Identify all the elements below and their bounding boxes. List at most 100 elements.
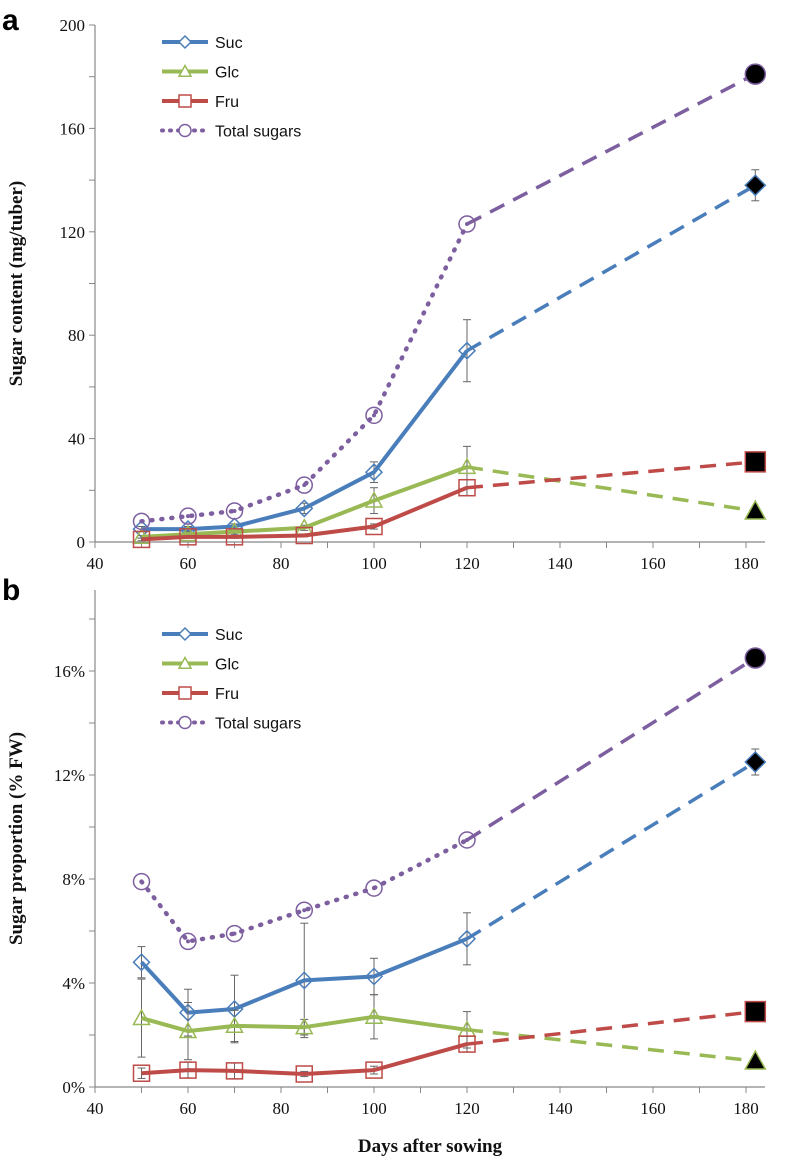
suc-final-point [744, 750, 767, 774]
x-tick-label: 60 [180, 1099, 197, 1118]
y-axis-title: Sugar proportion (% FW) [6, 732, 27, 945]
suc-projection-line [466, 760, 757, 941]
glc-final-point [744, 499, 767, 520]
glc-projection-line [466, 465, 756, 513]
suc-point [132, 953, 151, 972]
legend-label: Total sugars [215, 716, 301, 733]
glc-point [364, 1007, 384, 1024]
total-sugars-projection-line [466, 656, 757, 842]
suc-final-point [744, 174, 767, 197]
glc-point [364, 491, 384, 508]
x-tick-label: 120 [454, 554, 480, 573]
fru-line [141, 1042, 468, 1076]
fru-point [225, 1062, 244, 1080]
y-tick-label: 160 [60, 119, 86, 138]
glc-point [457, 457, 477, 475]
fru-point [179, 528, 197, 546]
total-sugars-legend-marker [178, 123, 192, 138]
glc-legend-marker [177, 655, 193, 670]
y-tick-label: 80 [68, 326, 85, 345]
y-tick-label: 0% [62, 1078, 85, 1097]
total-sugars-point-dot [302, 483, 307, 488]
fru-final-point [744, 451, 767, 473]
y-tick-label: 0 [77, 533, 86, 552]
suc-line [140, 936, 468, 1015]
x-tick-label: 80 [273, 1099, 290, 1118]
glc-point [132, 527, 151, 544]
total-sugars-point-dot [139, 879, 144, 884]
total-sugars-point-dot [372, 886, 376, 891]
total-sugars-final-point [744, 63, 767, 85]
legend-label: Fru [215, 94, 239, 111]
glc-point [225, 1016, 244, 1034]
total-sugars-point-dot [465, 838, 469, 842]
x-tick-label: 180 [733, 554, 759, 573]
suc-point [295, 971, 314, 990]
y-tick-label: 40 [68, 430, 85, 449]
y-tick-label: 120 [60, 223, 86, 242]
suc-point [295, 499, 314, 518]
glc-legend-marker [177, 63, 193, 78]
total-sugars-point [295, 476, 313, 494]
fru-point [179, 1061, 197, 1079]
suc-point [364, 463, 384, 482]
total-sugars-point-dot [372, 413, 376, 418]
panel-b: b 0% 4% 8% 12% 16% 40 60 80 100 120 140 160 180 Sugar … [2, 574, 767, 1157]
fru-projection-line [466, 1009, 756, 1046]
total-sugars-point [365, 879, 383, 897]
suc-projection-line [466, 183, 757, 353]
y-tick-label: 4% [62, 974, 85, 993]
x-tick-label: 100 [361, 1099, 387, 1118]
total-sugars-point-dot [232, 508, 237, 513]
total-sugars-point [179, 507, 197, 525]
fru-point [295, 1065, 313, 1083]
glc-point [178, 524, 198, 542]
x-tick-label: 160 [640, 554, 666, 573]
y-tick-label: 8% [62, 870, 85, 889]
fru-point [458, 478, 476, 497]
glc-point [132, 1008, 151, 1026]
total-sugars-point-dot [186, 514, 190, 519]
fru-point [458, 1035, 476, 1053]
glc-projection-line [466, 1028, 756, 1063]
x-axis-title: Days after sowing [358, 1136, 503, 1157]
x-tick-label: 60 [180, 554, 197, 573]
total-sugars-legend-marker [178, 715, 192, 730]
suc-point [457, 341, 477, 360]
legend-label: Glc [215, 65, 239, 82]
y-tick-label: 200 [60, 16, 86, 35]
fru-point [132, 530, 151, 549]
total-sugars-projection-line [466, 72, 757, 226]
x-tick-label: 40 [87, 1099, 104, 1118]
x-tick-label: 40 [87, 554, 104, 573]
total-sugars-point-dot [232, 931, 237, 936]
fru-legend-marker [178, 686, 192, 700]
total-sugars-point-dot [465, 222, 469, 227]
fru-point [295, 526, 313, 545]
suc-point [457, 929, 477, 948]
suc-point [364, 967, 384, 986]
total-sugars-point [458, 215, 476, 233]
total-sugars-point [179, 932, 197, 951]
legend-label: Fru [215, 686, 239, 703]
fru-legend-marker [178, 94, 192, 108]
x-tick-label: 140 [547, 554, 573, 573]
total-sugars-point [225, 502, 244, 520]
total-sugars-point-dot [302, 908, 307, 913]
fru-projection-line [466, 460, 756, 490]
x-tick-label: 120 [454, 1099, 480, 1118]
y-axis-title: Sugar content (mg/tuber) [6, 181, 27, 386]
legend-label: Suc [215, 627, 243, 644]
fru-point [132, 1064, 151, 1082]
total-sugars-point [295, 901, 313, 919]
total-sugars-point [365, 406, 383, 425]
glc-final-point [744, 1049, 767, 1070]
total-sugars-point [132, 872, 151, 891]
fru-point [365, 1061, 383, 1079]
total-sugars-point [132, 512, 151, 531]
panel-label: a [2, 4, 19, 37]
x-tick-label: 140 [547, 1099, 573, 1118]
suc-line [141, 349, 469, 532]
